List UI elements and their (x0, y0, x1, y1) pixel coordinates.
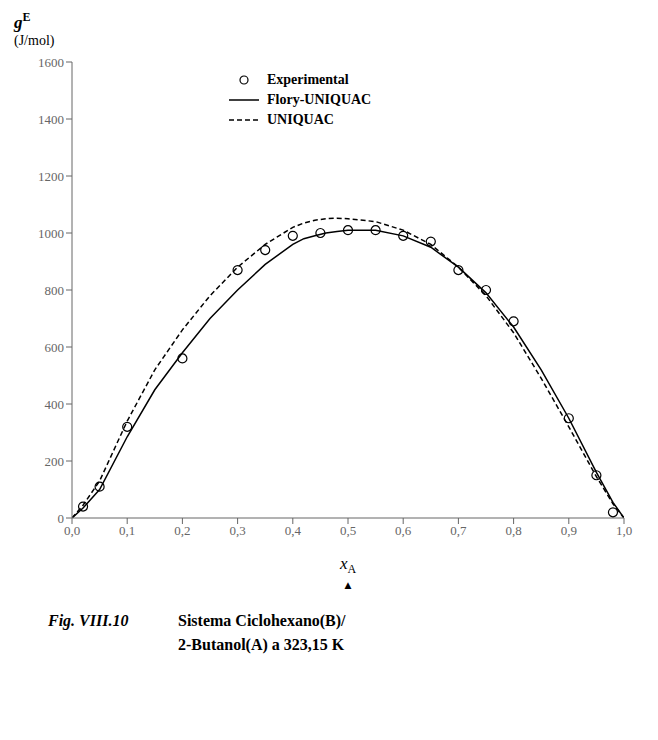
html-text:Flory-UNIQUAC: Flory-UNIQUAC (267, 92, 372, 107)
svg-text:1000: 1000 (38, 226, 64, 241)
svg-text:0,4: 0,4 (285, 523, 302, 538)
svg-text:1200: 1200 (38, 169, 64, 184)
html-text:gE: gE (14, 10, 31, 32)
svg-text:1,0: 1,0 (616, 523, 632, 538)
html-text:(J/mol): (J/mol) (14, 32, 55, 48)
svg-text:0,2: 0,2 (174, 523, 190, 538)
svg-text:0,5: 0,5 (340, 523, 356, 538)
html-text:xA: xA (339, 554, 357, 577)
svg-text:0,8: 0,8 (505, 523, 521, 538)
svg-text:0,9: 0,9 (561, 523, 577, 538)
svg-text:1400: 1400 (38, 112, 64, 127)
html-text:2-Butanol(A) a 323,15 K: 2-Butanol(A) a 323,15 K (178, 636, 345, 654)
svg-text:400: 400 (45, 397, 65, 412)
svg-text:800: 800 (45, 283, 65, 298)
svg-text:0,3: 0,3 (229, 523, 245, 538)
svg-text:1600: 1600 (38, 55, 64, 70)
svg-text:0,0: 0,0 (64, 523, 80, 538)
svg-text:200: 200 (45, 454, 65, 469)
svg-text:0,1: 0,1 (119, 523, 135, 538)
svg-text:600: 600 (45, 340, 65, 355)
svg-text:0,7: 0,7 (450, 523, 467, 538)
html-text:Experimental: Experimental (267, 72, 349, 87)
html-text:Sistema Ciclohexano(B)/: Sistema Ciclohexano(B)/ (178, 612, 346, 630)
svg-text:0: 0 (58, 511, 65, 526)
html-text:UNIQUAC: UNIQUAC (267, 112, 334, 127)
html-text:Fig. VIII.10: Fig. VIII.10 (48, 612, 129, 630)
svg-text:0,6: 0,6 (395, 523, 412, 538)
